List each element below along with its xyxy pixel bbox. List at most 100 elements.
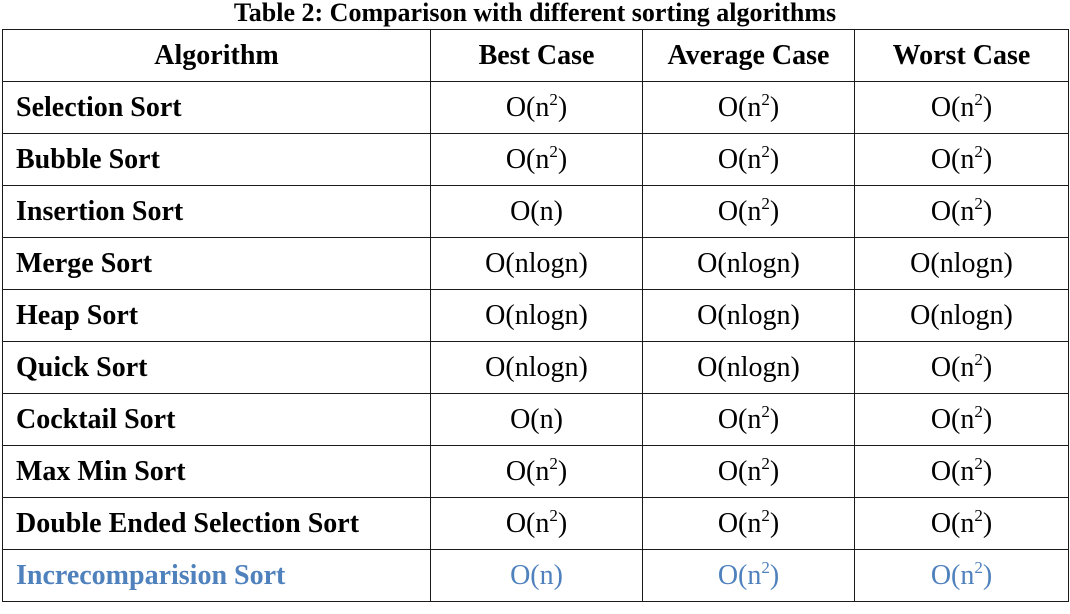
complexity-exponent: 2 <box>974 453 983 473</box>
complexity-exponent: 2 <box>974 89 983 109</box>
algorithm-name-cell: Double Ended Selection Sort <box>2 497 431 550</box>
algorithm-name-cell: Increcomparision Sort <box>2 549 431 602</box>
table-header: Algorithm Best Case Average Case Worst C… <box>2 29 1069 82</box>
complexity-closing-paren: ) <box>982 559 993 591</box>
complexity-closing-paren: ) <box>982 455 993 487</box>
complexity-closing-paren: ) <box>982 403 993 435</box>
best-case-cell: O(n) <box>430 393 643 446</box>
complexity-exponent: 2 <box>761 401 770 421</box>
complexity-base: O(n <box>717 559 762 591</box>
complexity-base: O(n <box>930 507 975 539</box>
complexity-exponent: 2 <box>761 141 770 161</box>
table-row: Double Ended Selection Sort O(n2) O(n2) O(n… <box>2 497 1069 550</box>
algorithm-name-cell: Insertion Sort <box>2 185 431 238</box>
table-row: Bubble Sort O(n2) O(n2) O(n2) <box>2 133 1069 186</box>
average-case-cell: O(n2) <box>642 549 855 602</box>
algorithm-name-cell: Quick Sort <box>2 341 431 394</box>
table-row: Cocktail Sort O(n) O(n2) O(n2) <box>2 393 1069 446</box>
best-case-cell: O(nlogn) <box>430 341 643 394</box>
worst-case-cell: O(n2) <box>854 393 1069 446</box>
complexity-base: O(n <box>717 455 762 487</box>
best-case-cell: O(n2) <box>430 133 643 186</box>
complexity-closing-paren: ) <box>769 143 780 175</box>
average-case-cell: O(nlogn) <box>642 237 855 290</box>
complexity-closing-paren: ) <box>769 455 780 487</box>
worst-case-cell: O(n2) <box>854 185 1069 238</box>
complexity-base: O(n) <box>510 195 563 227</box>
complexity-base: O(n <box>505 91 550 123</box>
complexity-base: O(n <box>930 143 975 175</box>
average-case-cell: O(n2) <box>642 445 855 498</box>
complexity-base: O(n <box>717 403 762 435</box>
average-case-cell: O(n2) <box>642 81 855 134</box>
best-case-cell: O(n) <box>430 185 643 238</box>
best-case-cell: O(n) <box>430 549 643 602</box>
complexity-base: O(n <box>717 507 762 539</box>
complexity-exponent: 2 <box>549 505 558 525</box>
complexity-exponent: 2 <box>761 193 770 213</box>
table-row: Increcomparision Sort O(n) O(n2) O(n2) <box>2 549 1069 602</box>
algorithm-name-cell: Selection Sort <box>2 81 431 134</box>
best-case-cell: O(n2) <box>430 497 643 550</box>
table-row: Max Min Sort O(n2) O(n2) O(n2) <box>2 445 1069 498</box>
complexity-exponent: 2 <box>761 557 770 577</box>
complexity-base: O(n <box>717 195 762 227</box>
header-best-case: Best Case <box>430 29 643 82</box>
complexity-closing-paren: ) <box>982 507 993 539</box>
complexity-closing-paren: ) <box>557 143 568 175</box>
table-caption: Table 2: Comparison with different sorti… <box>233 0 837 27</box>
sorting-comparison-table: Algorithm Best Case Average Case Worst C… <box>2 29 1069 602</box>
table-row: Heap Sort O(nlogn) O(nlogn) O(nlogn) <box>2 289 1069 342</box>
complexity-exponent: 2 <box>549 453 558 473</box>
complexity-exponent: 2 <box>761 505 770 525</box>
worst-case-cell: O(n2) <box>854 549 1069 602</box>
complexity-exponent: 2 <box>974 505 983 525</box>
complexity-base: O(n) <box>510 559 563 591</box>
complexity-base: O(nlogn) <box>485 299 588 331</box>
complexity-closing-paren: ) <box>769 403 780 435</box>
average-case-cell: O(n2) <box>642 393 855 446</box>
complexity-base: O(n <box>930 351 975 383</box>
worst-case-cell: O(n2) <box>854 497 1069 550</box>
complexity-closing-paren: ) <box>769 559 780 591</box>
algorithm-name-cell: Heap Sort <box>2 289 431 342</box>
complexity-closing-paren: ) <box>982 143 993 175</box>
complexity-base: O(nlogn) <box>485 351 588 383</box>
best-case-cell: O(n2) <box>430 445 643 498</box>
complexity-base: O(n <box>930 195 975 227</box>
complexity-exponent: 2 <box>761 89 770 109</box>
complexity-closing-paren: ) <box>557 455 568 487</box>
complexity-base: O(n <box>930 403 975 435</box>
complexity-base: O(nlogn) <box>485 247 588 279</box>
worst-case-cell: O(n2) <box>854 133 1069 186</box>
average-case-cell: O(nlogn) <box>642 341 855 394</box>
complexity-exponent: 2 <box>974 557 983 577</box>
complexity-exponent: 2 <box>974 141 983 161</box>
complexity-base: O(nlogn) <box>910 247 1013 279</box>
average-case-cell: O(n2) <box>642 497 855 550</box>
algorithm-name-cell: Bubble Sort <box>2 133 431 186</box>
complexity-closing-paren: ) <box>769 91 780 123</box>
algorithm-name-cell: Merge Sort <box>2 237 431 290</box>
average-case-cell: O(n2) <box>642 133 855 186</box>
complexity-closing-paren: ) <box>769 507 780 539</box>
complexity-base: O(n <box>930 559 975 591</box>
average-case-cell: O(n2) <box>642 185 855 238</box>
complexity-exponent: 2 <box>549 89 558 109</box>
complexity-closing-paren: ) <box>557 91 568 123</box>
complexity-base: O(nlogn) <box>697 351 800 383</box>
complexity-base: O(n <box>717 143 762 175</box>
header-worst-case: Worst Case <box>854 29 1069 82</box>
table-row: Quick Sort O(nlogn) O(nlogn) O(n2) <box>2 341 1069 394</box>
best-case-cell: O(n2) <box>430 81 643 134</box>
complexity-closing-paren: ) <box>982 195 993 227</box>
complexity-exponent: 2 <box>974 193 983 213</box>
header-row: Algorithm Best Case Average Case Worst C… <box>2 29 1069 82</box>
complexity-closing-paren: ) <box>982 91 993 123</box>
complexity-base: O(n <box>930 91 975 123</box>
complexity-closing-paren: ) <box>982 351 993 383</box>
worst-case-cell: O(n2) <box>854 341 1069 394</box>
worst-case-cell: O(n2) <box>854 81 1069 134</box>
table-row: Selection Sort O(n2) O(n2) O(n2) <box>2 81 1069 134</box>
algorithm-name-cell: Max Min Sort <box>2 445 431 498</box>
